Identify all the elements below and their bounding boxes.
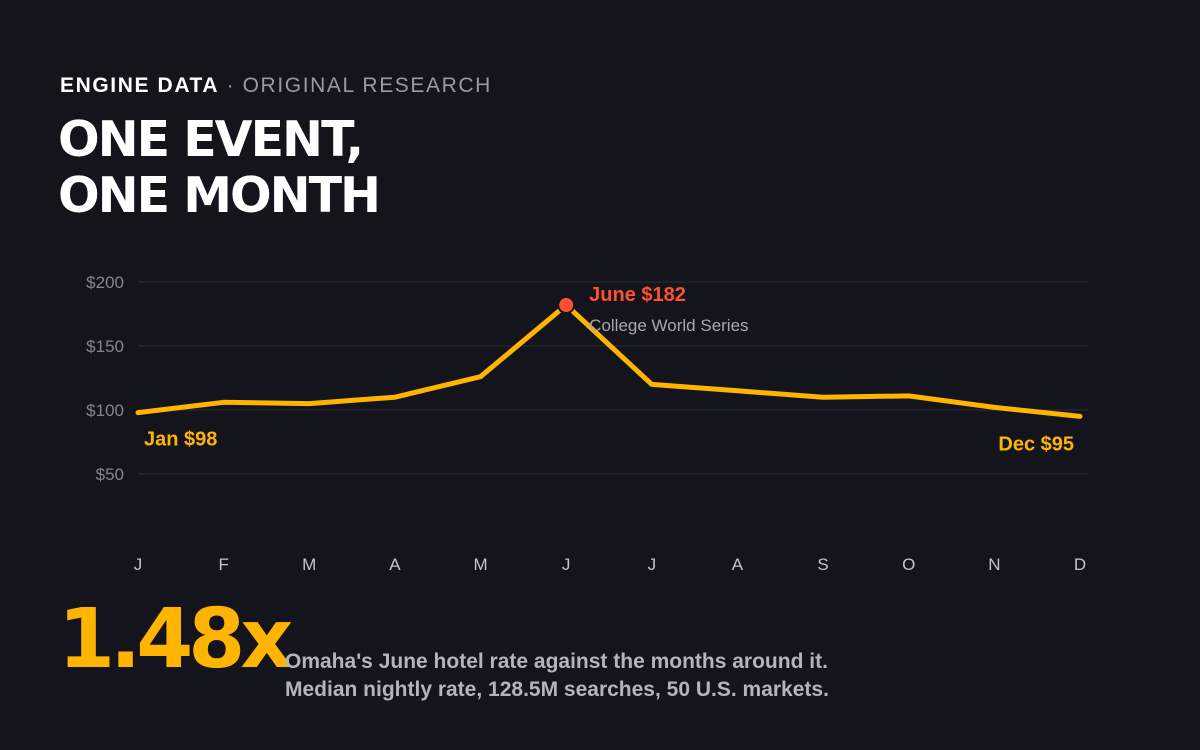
x-tick-label: J [134, 555, 143, 574]
description-line-2: Median nightly rate, 128.5M searches, 50… [285, 678, 829, 701]
brand-label: ENGINE DATA [60, 74, 220, 97]
x-tick-label: N [988, 555, 1000, 574]
x-tick-label: S [817, 555, 828, 574]
x-tick-label: A [732, 555, 744, 574]
x-tick-label: F [218, 555, 228, 574]
x-tick-label: A [389, 555, 401, 574]
data-label: June $182 [589, 284, 686, 306]
y-tick-label: $100 [86, 401, 124, 420]
line-chart: $50 $100 $150 $200 J F M A M J J A S O N D Jan $98 June $… [86, 273, 1088, 574]
x-tick-label: M [473, 555, 487, 574]
x-tick-label: J [562, 555, 571, 574]
headline-line-2: ONE MONTH [58, 167, 381, 224]
kicker: ENGINE DATA · ORIGINAL RESEARCH [60, 74, 492, 98]
description: Omaha's June hotel rate against the mont… [285, 648, 829, 704]
x-tick-label: O [902, 555, 915, 574]
y-tick-label: $50 [96, 465, 124, 484]
data-label: Dec $95 [998, 433, 1074, 455]
kicker-subtitle: ORIGINAL RESEARCH [242, 74, 492, 97]
x-tick-label: M [302, 555, 316, 574]
kicker-separator: · [219, 74, 243, 97]
x-tick-label: J [648, 555, 657, 574]
series-line [135, 302, 1083, 419]
highlight-point [557, 296, 576, 315]
big-number: 1.48x [58, 592, 293, 687]
data-label: Jan $98 [144, 429, 217, 451]
y-tick-label: $200 [86, 273, 124, 292]
description-line-1: Omaha's June hotel rate against the mont… [285, 650, 828, 673]
y-tick-label: $150 [86, 337, 124, 356]
annotation-note: College World Series [589, 316, 748, 335]
headline: ONE EVENT, ONE MONTH [58, 111, 381, 224]
x-tick-label: D [1074, 555, 1086, 574]
headline-line-1: ONE EVENT, [58, 111, 364, 168]
